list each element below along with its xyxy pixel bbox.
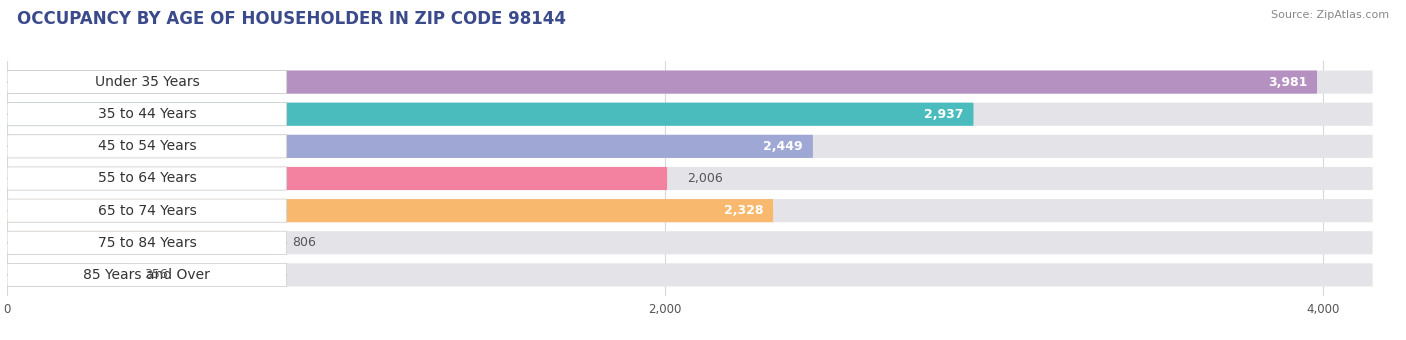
FancyBboxPatch shape <box>7 167 287 190</box>
Text: 806: 806 <box>292 236 316 249</box>
FancyBboxPatch shape <box>7 135 813 158</box>
FancyBboxPatch shape <box>7 135 287 158</box>
Text: 3,981: 3,981 <box>1268 75 1308 89</box>
FancyBboxPatch shape <box>7 103 973 126</box>
FancyBboxPatch shape <box>7 70 1372 94</box>
FancyBboxPatch shape <box>7 103 287 126</box>
Text: 2,937: 2,937 <box>924 108 963 121</box>
FancyBboxPatch shape <box>7 199 773 222</box>
FancyBboxPatch shape <box>7 103 1372 126</box>
FancyBboxPatch shape <box>7 199 1372 222</box>
Text: 2,328: 2,328 <box>724 204 763 217</box>
Text: 65 to 74 Years: 65 to 74 Years <box>97 204 197 218</box>
Text: Source: ZipAtlas.com: Source: ZipAtlas.com <box>1271 10 1389 20</box>
FancyBboxPatch shape <box>7 264 1372 287</box>
FancyBboxPatch shape <box>7 70 1317 94</box>
FancyBboxPatch shape <box>7 135 1372 158</box>
FancyBboxPatch shape <box>7 231 287 254</box>
FancyBboxPatch shape <box>7 264 124 287</box>
Text: 35 to 44 Years: 35 to 44 Years <box>97 107 197 121</box>
Text: 75 to 84 Years: 75 to 84 Years <box>97 236 197 250</box>
Text: 55 to 64 Years: 55 to 64 Years <box>97 171 197 186</box>
FancyBboxPatch shape <box>7 231 1372 254</box>
FancyBboxPatch shape <box>7 167 666 190</box>
FancyBboxPatch shape <box>7 199 287 222</box>
Text: 85 Years and Over: 85 Years and Over <box>83 268 211 282</box>
FancyBboxPatch shape <box>7 167 1372 190</box>
FancyBboxPatch shape <box>7 70 287 94</box>
Text: Under 35 Years: Under 35 Years <box>94 75 200 89</box>
Text: 2,006: 2,006 <box>688 172 723 185</box>
Text: 356: 356 <box>143 268 167 282</box>
FancyBboxPatch shape <box>7 264 287 287</box>
Text: 45 to 54 Years: 45 to 54 Years <box>97 139 197 153</box>
Text: OCCUPANCY BY AGE OF HOUSEHOLDER IN ZIP CODE 98144: OCCUPANCY BY AGE OF HOUSEHOLDER IN ZIP C… <box>17 10 565 28</box>
FancyBboxPatch shape <box>7 231 273 254</box>
Text: 2,449: 2,449 <box>763 140 803 153</box>
